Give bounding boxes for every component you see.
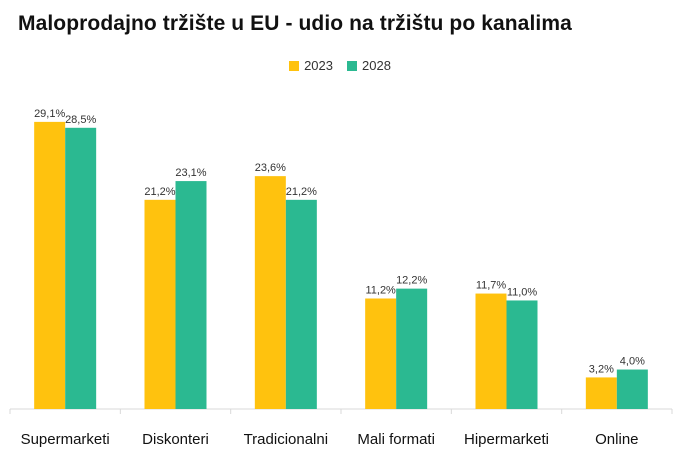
bar-2028-hipermarketi	[506, 300, 538, 409]
bar-2028-diskonteri	[175, 181, 207, 409]
legend-swatch-2023	[289, 60, 300, 71]
bar-2028-online	[616, 369, 648, 409]
legend: 2023 2028	[0, 58, 680, 73]
bar-2023-tradicionalni	[254, 176, 286, 409]
bar-2028-supermarketi	[65, 127, 97, 410]
data-label-2028-online: 4,0%	[620, 356, 645, 368]
bar-2023-mali-formati	[365, 298, 397, 409]
category-label-mali-formati: Mali formati	[357, 431, 435, 448]
data-label-2023-mali-formati: 11,2%	[365, 284, 396, 296]
legend-label-2023: 2023	[304, 58, 333, 73]
bar-2023-diskonteri	[144, 199, 176, 409]
data-label-2023-hipermarketi: 11,7%	[476, 280, 507, 292]
data-label-2028-mali-formati: 12,2%	[396, 275, 427, 287]
legend-item-2028: 2028	[347, 58, 391, 73]
legend-item-2023: 2023	[289, 58, 333, 73]
data-label-2023-tradicionalni: 23,6%	[255, 162, 286, 174]
bar-2023-hipermarketi	[475, 293, 507, 409]
category-label-tradicionalni: Tradicionalni	[244, 431, 329, 448]
bar-2023-supermarketi	[34, 121, 66, 409]
legend-swatch-2028	[347, 60, 357, 71]
bar-2028-mali-formati	[396, 288, 428, 409]
data-label-2023-online: 3,2%	[589, 363, 614, 375]
data-label-2028-diskonteri: 23,1%	[175, 167, 206, 179]
bar-2023-online	[585, 377, 617, 409]
data-label-2028-tradicionalni: 21,2%	[286, 186, 317, 198]
data-label-2028-hipermarketi: 11,0%	[507, 286, 538, 298]
category-label-hipermarketi: Hipermarketi	[464, 431, 549, 448]
data-label-2023-supermarketi: 29,1%	[34, 108, 65, 120]
category-label-online: Online	[595, 431, 638, 448]
chart-title: Maloprodajno tržište u EU - udio na trži…	[18, 12, 572, 35]
category-label-supermarketi: Supermarketi	[21, 431, 110, 448]
data-label-2023-diskonteri: 21,2%	[144, 186, 175, 198]
legend-label-2028: 2028	[362, 58, 391, 73]
data-label-2028-supermarketi: 28,5%	[65, 114, 96, 126]
bar-2028-tradicionalni	[285, 199, 317, 409]
category-label-diskonteri: Diskonteri	[142, 431, 209, 448]
